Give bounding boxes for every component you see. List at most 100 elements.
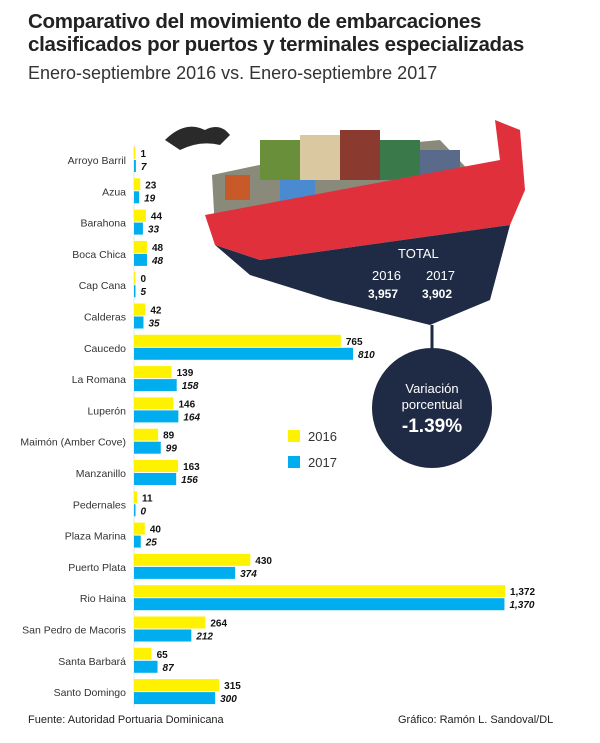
category-label: Cap Cana: [79, 280, 126, 292]
legend-swatch-2016: [288, 430, 300, 442]
variation-label-1: Variación: [405, 381, 458, 396]
bar-2017: [134, 598, 505, 611]
credit-note: Gráfico: Ramón L. Sandoval/DL: [398, 714, 554, 726]
data-label-2016: 11: [142, 493, 153, 504]
data-label-2017: 87: [163, 663, 175, 674]
bar-2017: [134, 629, 192, 642]
data-label-2017: 99: [166, 444, 178, 455]
source-note: Fuente: Autoridad Portuaria Dominicana: [28, 714, 224, 726]
data-label-2016: 430: [255, 556, 272, 567]
chart-title: Comparativo del movimiento de embarcacio…: [28, 10, 524, 56]
bar-2016: [134, 209, 146, 222]
category-label: Puerto Plata: [68, 562, 126, 574]
bar-2016: [134, 553, 251, 566]
data-label-2016: 48: [152, 243, 164, 254]
category-label: Arroyo Barril: [68, 155, 126, 167]
bar-2017: [134, 410, 179, 423]
bar-2016: [134, 460, 179, 472]
category-label: Boca Chica: [72, 249, 126, 261]
bar-2016: [134, 585, 505, 598]
bar-2016: [134, 679, 220, 692]
bar-2016: [134, 178, 141, 191]
bar-2016: [134, 272, 136, 285]
data-label-2016: 65: [157, 650, 169, 661]
total-2017-label: 2017: [426, 268, 455, 283]
bar-2017: [134, 473, 177, 485]
data-label-2017: 35: [148, 319, 160, 330]
data-label-2017: 156: [181, 475, 198, 486]
category-label: Pedernales: [73, 499, 126, 511]
bar-2017: [134, 660, 158, 673]
legend-swatch-2017: [288, 456, 300, 468]
bar-2017: [134, 222, 143, 235]
data-label-2017: 374: [240, 569, 257, 580]
category-label: Maimón (Amber Cove): [20, 437, 126, 449]
bar-2017: [134, 285, 136, 298]
bar-2017: [134, 441, 161, 454]
total-2017-value: 3,902: [422, 287, 452, 301]
data-label-2017: 5: [141, 287, 147, 298]
data-label-2016: 139: [177, 368, 194, 379]
category-label: Caucedo: [84, 343, 126, 355]
category-label: Azua: [102, 186, 126, 198]
bar-2016: [134, 522, 145, 535]
bar-2017: [134, 692, 216, 705]
data-label-2016: 264: [210, 619, 227, 630]
data-label-2017: 158: [182, 381, 199, 392]
data-label-2016: 40: [150, 525, 162, 536]
data-label-2017: 19: [144, 193, 156, 204]
legend-label-2017: 2017: [308, 455, 337, 470]
data-label-2016: 1,372: [510, 587, 535, 598]
category-label: Calderas: [84, 312, 126, 324]
bar-2016: [134, 303, 146, 316]
total-box: TOTAL 2016 2017 3,957 3,902 Variación po…: [368, 246, 462, 437]
data-label-2017: 25: [145, 538, 158, 549]
category-label: Manzanillo: [76, 468, 126, 480]
bar-2016: [134, 147, 136, 159]
category-label: San Pedro de Macoris: [22, 625, 126, 637]
data-label-2017: 7: [141, 162, 147, 173]
data-label-2017: 33: [148, 225, 160, 236]
legend-label-2016: 2016: [308, 429, 337, 444]
data-label-2017: 810: [358, 350, 375, 361]
bar-2016: [134, 240, 147, 253]
category-label: Barahona: [80, 218, 126, 230]
bar-2016: [134, 366, 172, 379]
bar-2016: [134, 397, 174, 410]
category-label: Rio Haina: [80, 593, 126, 605]
legend: 2016 2017: [288, 429, 337, 470]
variation-value: -1.39%: [402, 416, 462, 437]
bar-2017: [134, 253, 147, 266]
data-label-2016: 163: [183, 462, 200, 473]
data-label-2017: 212: [195, 632, 213, 643]
data-label-2016: 765: [346, 337, 363, 348]
bar-2016: [134, 491, 137, 504]
category-label: Santo Domingo: [54, 687, 127, 699]
total-label: TOTAL: [398, 246, 439, 261]
ship-illustration: [165, 120, 525, 468]
bar-2017: [134, 504, 136, 517]
total-2016-value: 3,957: [368, 287, 398, 301]
category-label: Plaza Marina: [65, 531, 126, 543]
data-label-2017: 1,370: [509, 600, 534, 611]
bar-2016: [134, 647, 152, 660]
data-label-2016: 44: [151, 212, 163, 223]
data-label-2017: 164: [183, 412, 200, 423]
bar-2017: [134, 160, 136, 172]
data-label-2017: 0: [141, 506, 147, 517]
bar-2017: [134, 316, 144, 329]
bar-2016: [134, 428, 159, 441]
bar-2017: [134, 535, 141, 548]
data-label-2016: 1: [141, 149, 147, 160]
data-label-2016: 23: [145, 180, 157, 191]
category-label: Luperón: [87, 405, 126, 417]
category-label: La Romana: [72, 374, 126, 386]
data-label-2016: 42: [150, 306, 162, 317]
variation-label-2: porcentual: [402, 397, 463, 412]
bar-2017: [134, 566, 236, 579]
bar-2016: [134, 334, 341, 347]
bar-2017: [134, 347, 354, 360]
chart-subtitle: Enero-septiembre 2016 vs. Enero-septiemb…: [28, 63, 438, 83]
data-label-2016: 0: [141, 274, 147, 285]
